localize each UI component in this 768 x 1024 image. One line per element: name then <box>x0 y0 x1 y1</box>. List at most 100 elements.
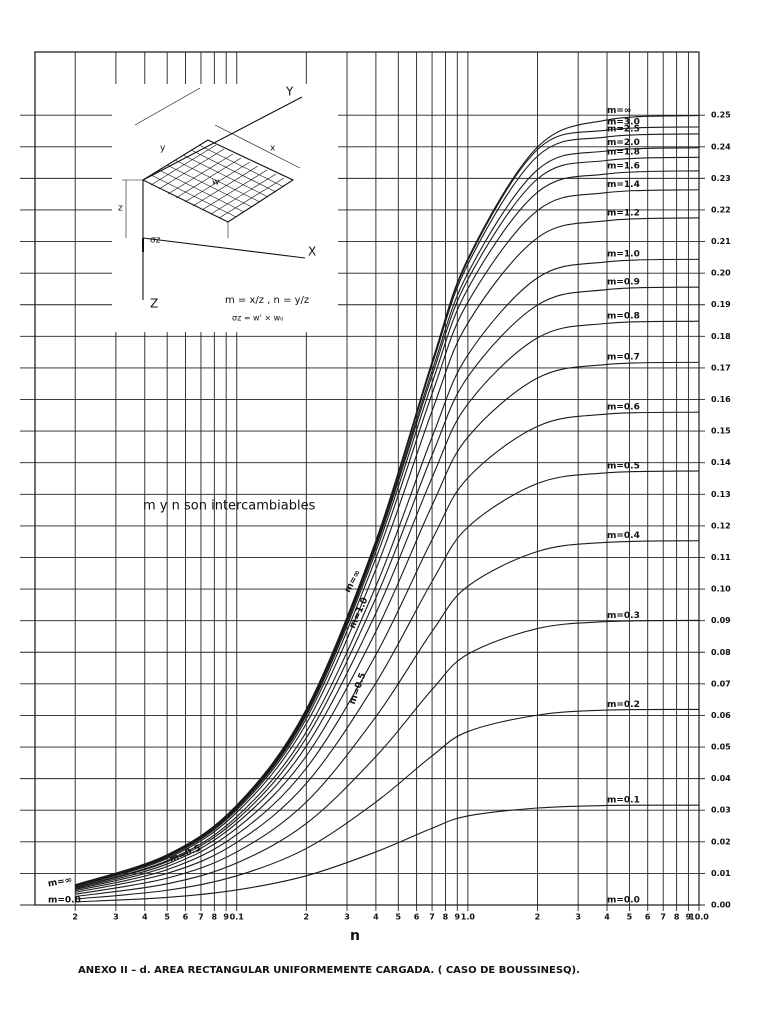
curve-label: m=0.2 <box>607 700 640 710</box>
curve <box>75 286 700 889</box>
curve <box>75 147 700 886</box>
curve-label: m=0.6 <box>607 403 640 413</box>
x-tick-label: 5 <box>396 913 402 922</box>
x-tick-label: 6 <box>183 913 189 922</box>
x-tick-label: 8 <box>443 913 449 922</box>
curve-label: m=2.5 <box>607 124 640 134</box>
x-tick-label: 6 <box>645 913 651 922</box>
x-tick-label: 5 <box>164 913 170 922</box>
curve <box>75 114 700 886</box>
curve <box>75 217 700 887</box>
dim-label: x <box>270 144 276 154</box>
x-tick-label: 7 <box>198 913 204 922</box>
curve <box>75 258 700 888</box>
curve <box>75 619 700 898</box>
y-tick-label: 0.12 <box>711 521 731 530</box>
y-tick-label: 0.20 <box>711 269 731 278</box>
curves: m=0.0 m=0.1 m=0.2 m=0.3 m=0.4 m=0.5 m=0.6 m=0.7… <box>47 106 700 906</box>
curve-label: m=∞ <box>47 875 73 889</box>
annotation: m y n son intercambiables <box>143 499 316 514</box>
curve-label: m=0.5 <box>607 461 640 471</box>
curve <box>75 470 700 893</box>
x-tick-label: 4 <box>373 913 379 922</box>
x-axis-label: n <box>350 928 360 944</box>
y-tick-label: 0.17 <box>711 363 731 372</box>
x-tick-label: 9 <box>686 913 692 922</box>
y-tick-label: 0.13 <box>711 490 731 499</box>
x-tick-label: 0.1 <box>230 913 245 922</box>
y-tick-label: 0.22 <box>711 205 731 214</box>
curve <box>75 804 700 903</box>
x-tick-label: 3 <box>344 913 350 922</box>
curve <box>75 708 700 900</box>
y-tick-label: 0.02 <box>711 837 731 846</box>
x-tick-label: 6 <box>414 913 420 922</box>
formula: σz = w' × w₀ <box>232 314 283 323</box>
x-tick-label: 7 <box>429 913 435 922</box>
y-tick-label: 0.01 <box>711 869 731 878</box>
x-tick-label: 3 <box>113 913 119 922</box>
y-tick-label: 0.04 <box>711 774 731 783</box>
x-tick-label: 2 <box>72 913 78 922</box>
x-tick-label: 4 <box>604 913 610 922</box>
inset-diagram: Y X Z y x z w σz m = x/z , n = y/z σz = … <box>112 84 338 332</box>
curve-label: m=0.1 <box>607 796 640 806</box>
curve-label: m=0.0 <box>607 896 640 906</box>
y-tick-label: 0.16 <box>711 395 731 404</box>
dim-line <box>214 124 301 169</box>
curve-label: m=0.4 <box>607 531 640 541</box>
y-tick-label: 0.05 <box>711 743 731 752</box>
dim-label: z <box>118 204 123 214</box>
axis-label: Y <box>285 85 294 99</box>
x-tick-label: 7 <box>660 913 666 922</box>
x-tick-label: 2 <box>304 913 310 922</box>
x-tick-label: 8 <box>674 913 680 922</box>
curve-label: m=3.0 <box>607 117 640 127</box>
curve <box>75 540 700 895</box>
y-tick-label: 0.14 <box>711 458 731 467</box>
x-tick-label: 1.0 <box>461 913 476 922</box>
axis-label: Z <box>150 297 158 311</box>
y-tick-label: 0.08 <box>711 648 731 657</box>
y-tick-label: 0.09 <box>711 616 731 625</box>
curve <box>75 411 700 892</box>
curve-label: m=0.8 <box>607 312 640 322</box>
area-mesh <box>150 144 285 219</box>
x-tick-label: 5 <box>627 913 633 922</box>
y-axis-arrow <box>142 96 303 181</box>
y-tick-label: 0.10 <box>711 585 731 594</box>
y-tick-label: 0.23 <box>711 174 731 183</box>
load-label: w <box>212 178 219 188</box>
y-tick-label: 0.25 <box>711 111 731 120</box>
y-tick-label: 0.07 <box>711 679 731 688</box>
formula: m = x/z , n = y/z <box>225 295 309 306</box>
curve <box>75 189 700 887</box>
curve-label: m=0.9 <box>607 278 640 288</box>
y-tick-label: 0.15 <box>711 427 731 436</box>
y-tick-label: 0.24 <box>711 142 731 151</box>
x-axis-arrow <box>142 237 306 259</box>
x-tick-label: 9 <box>455 913 461 922</box>
axis-label: X <box>308 245 316 259</box>
x-tick-label: 9 <box>223 913 229 922</box>
dim-label: y <box>160 144 166 154</box>
x-tick-label: 2 <box>535 913 541 922</box>
curve-label: m=0.3 <box>607 611 640 621</box>
x-tick-label: 3 <box>575 913 581 922</box>
curve-label: m=0.0 <box>48 896 81 906</box>
curve-label: m=2.0 <box>607 138 640 148</box>
curve-label: m=1.2 <box>607 208 640 218</box>
x-tick-label: 8 <box>212 913 218 922</box>
loaded-area <box>141 139 295 223</box>
curve <box>75 361 700 891</box>
curve <box>75 320 700 890</box>
x-tick-label: 4 <box>142 913 148 922</box>
stress-label: σz <box>150 236 161 246</box>
curve-label: m=1.6 <box>607 161 640 171</box>
y-tick-label: 0.06 <box>711 711 731 720</box>
caption: ANEXO II – d. AREA RECTANGULAR UNIFORMEM… <box>78 965 580 976</box>
y-tick-label: 0.21 <box>711 237 731 246</box>
inset-background <box>112 84 338 332</box>
